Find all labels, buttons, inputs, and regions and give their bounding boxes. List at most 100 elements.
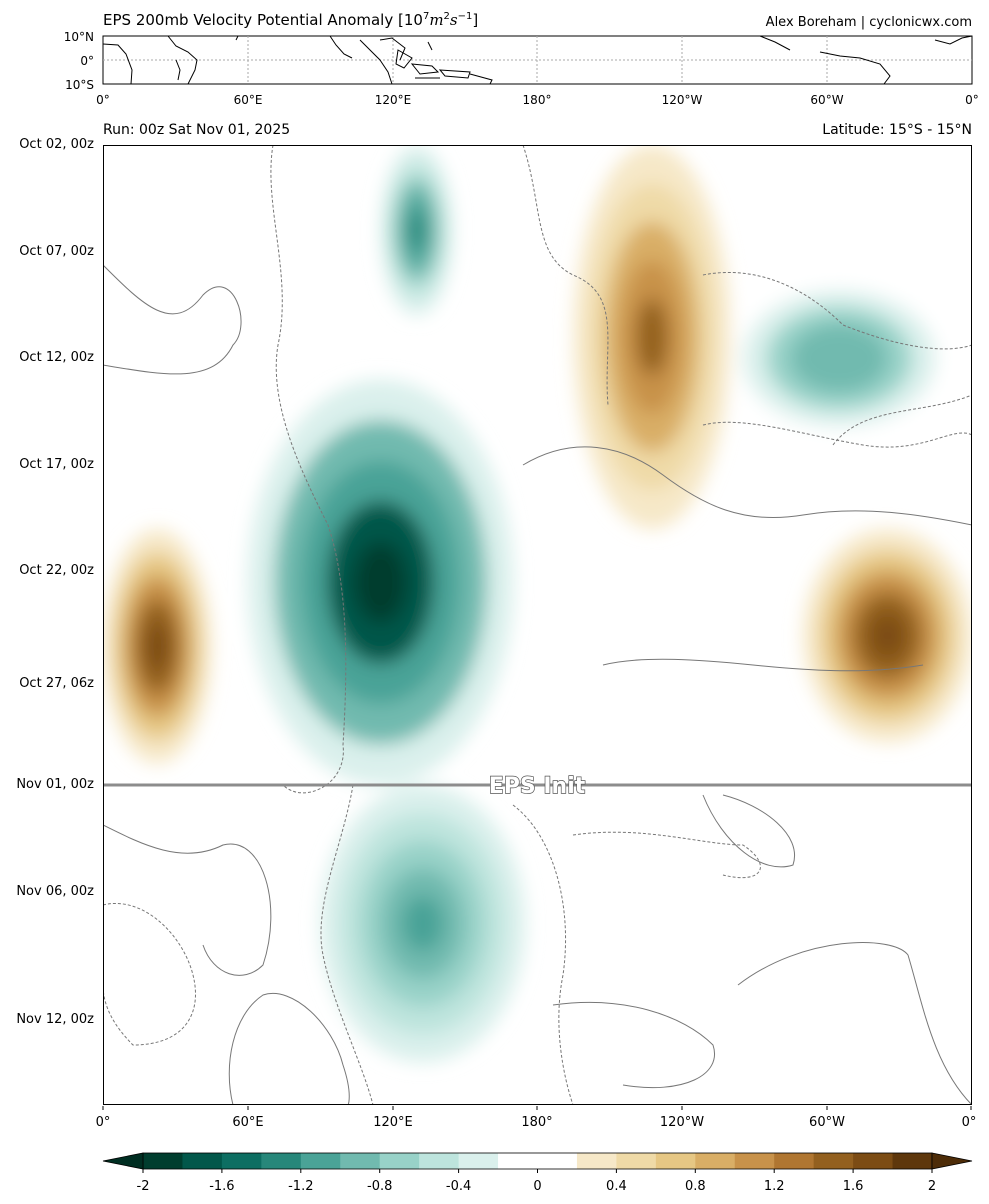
colorbar-cell xyxy=(892,1153,933,1169)
colorbar-tick-label: 1.6 xyxy=(843,1179,864,1194)
contour-line xyxy=(320,784,374,1105)
colorbar-cell xyxy=(616,1153,657,1169)
colorbar-cell xyxy=(655,1153,696,1169)
colorbar-cell xyxy=(813,1153,854,1169)
plot-frame xyxy=(103,145,972,1105)
map-lon-tick-120w: 120°W xyxy=(662,93,703,107)
colorbar-tick-label: 1.2 xyxy=(764,1179,785,1194)
init-label: EPS Init xyxy=(489,774,586,799)
map-lon-tick-0: 0° xyxy=(96,93,110,107)
colorbar-cell xyxy=(774,1153,815,1169)
contour-line xyxy=(270,145,347,794)
run-label: Run: 00z Sat Nov 01, 2025 xyxy=(103,122,291,138)
x-axis: 0° 60°E 120°E 180° 120°W 60°W 0° xyxy=(96,1106,977,1130)
map-lat-tick-10n: 10°N xyxy=(64,30,94,44)
title-exponent-3: −1 xyxy=(457,11,473,22)
colorbar-cell xyxy=(221,1153,262,1169)
x-tick-120e: 120°E xyxy=(373,1115,413,1130)
colorbar-cell xyxy=(537,1153,578,1169)
colorbar-cell xyxy=(419,1153,460,1169)
colorbar-cell xyxy=(261,1153,302,1169)
anomaly-contour xyxy=(402,895,444,952)
map-lon-tick-360: 0° xyxy=(965,93,979,107)
title-unit-m: m xyxy=(429,11,444,29)
anomaly-contour xyxy=(870,614,905,657)
contour-line xyxy=(832,394,972,446)
contour-line xyxy=(103,264,242,375)
colorbar: -2 -1.6 -1.2 -0.8 -0.4 0 0.4 0.8 1.2 1.6 2 xyxy=(102,1152,973,1194)
y-tick-oct-07: Oct 07, 00z xyxy=(19,244,94,259)
y-tick-oct-12: Oct 12, 00z xyxy=(19,350,94,365)
x-tick-180: 180° xyxy=(521,1115,552,1130)
y-tick-nov-12: Nov 12, 00z xyxy=(16,1012,94,1027)
map-lon-tick-60e: 60°E xyxy=(234,93,263,107)
x-tick-60e: 60°E xyxy=(232,1115,263,1130)
x-tick-120w: 120°W xyxy=(660,1115,704,1130)
y-tick-nov-06: Nov 06, 00z xyxy=(16,884,94,899)
colorbar-tick-label: -1.6 xyxy=(209,1179,234,1194)
contour-line xyxy=(512,804,574,1105)
anomaly-contour xyxy=(815,341,864,376)
colorbar-cell xyxy=(458,1153,499,1169)
contour-line xyxy=(522,446,972,526)
coastlines xyxy=(102,35,973,85)
colorbar-extend-max xyxy=(931,1152,973,1170)
colorbar-tick-label: 0 xyxy=(533,1179,541,1194)
map-lat-tick-10s: 10°S xyxy=(65,78,94,92)
map-lon-tick-180: 180° xyxy=(523,93,552,107)
anomaly-contour xyxy=(146,622,169,670)
map-gridlines xyxy=(103,36,972,84)
x-tick-360: 0° xyxy=(962,1115,977,1130)
contour-line xyxy=(702,421,972,448)
contour-line xyxy=(602,658,924,672)
credit-label: Alex Boreham | cyclonicwx.com xyxy=(765,15,972,30)
anomaly-contour xyxy=(409,213,425,248)
colorbar-cells xyxy=(142,1152,933,1170)
chart-title: EPS 200mb Velocity Potential Anomaly [10… xyxy=(103,11,478,29)
contour-line xyxy=(522,145,609,406)
title-exponent-1: 7 xyxy=(422,11,430,22)
map-lon-tick-120e: 120°E xyxy=(375,93,412,107)
colorbar-cell xyxy=(734,1153,775,1169)
contour-line xyxy=(103,903,196,1046)
hovmoller-plot: EPS Init xyxy=(103,145,972,1105)
x-tick-0: 0° xyxy=(96,1115,111,1130)
colorbar-cell xyxy=(182,1153,223,1169)
title-unit-s: s xyxy=(449,11,458,29)
contour-line xyxy=(737,942,972,1105)
colorbar-extend-min xyxy=(102,1152,144,1170)
contour-line xyxy=(228,993,350,1105)
colorbar-cell xyxy=(300,1153,341,1169)
map-lat-tick-0: 0° xyxy=(80,54,94,68)
latitude-label: Latitude: 15°S - 15°N xyxy=(822,122,972,138)
map-panel: 10°N 0° 10°S 0° 60°E 120°E 180° 120°W 60… xyxy=(64,30,979,107)
contour-line xyxy=(103,824,272,976)
contour-line xyxy=(552,1001,715,1089)
title-prefix: EPS 200mb Velocity Potential Anomaly [10 xyxy=(103,11,423,29)
colorbar-cell xyxy=(379,1153,420,1169)
colorbar-tick-label: 2 xyxy=(928,1179,936,1194)
map-lon-ticks: 0° 60°E 120°E 180° 120°W 60°W 0° xyxy=(96,93,979,107)
map-lat-ticks: 10°N 0° 10°S xyxy=(64,30,94,92)
colorbar-cell xyxy=(695,1153,736,1169)
colorbar-cell xyxy=(498,1153,538,1169)
y-tick-oct-02: Oct 02, 00z xyxy=(19,137,94,152)
contour-line xyxy=(572,831,761,879)
colorbar-tick-label: 0.4 xyxy=(606,1179,627,1194)
colorbar-labels: -2 -1.6 -1.2 -0.8 -0.4 0 0.4 0.8 1.2 1.6 2 xyxy=(137,1169,936,1194)
colorbar-tick-label: -1.2 xyxy=(288,1179,313,1194)
colorbar-tick-label: -0.4 xyxy=(446,1179,471,1194)
title-suffix: ] xyxy=(472,11,479,29)
map-lon-tick-60w: 60°W xyxy=(810,93,843,107)
colorbar-cell xyxy=(340,1153,381,1169)
anomaly-field xyxy=(103,145,972,1063)
anomaly-contour xyxy=(354,541,408,623)
anomaly-contour xyxy=(636,298,668,376)
y-tick-oct-17: Oct 17, 00z xyxy=(19,457,94,472)
title-exponent-2: 2 xyxy=(443,11,450,22)
colorbar-tick-label: -0.8 xyxy=(367,1179,392,1194)
colorbar-cell xyxy=(143,1153,183,1169)
colorbar-tick-label: -2 xyxy=(137,1179,150,1194)
colorbar-cell xyxy=(853,1153,894,1169)
y-tick-nov-01: Nov 01, 00z xyxy=(16,777,94,792)
